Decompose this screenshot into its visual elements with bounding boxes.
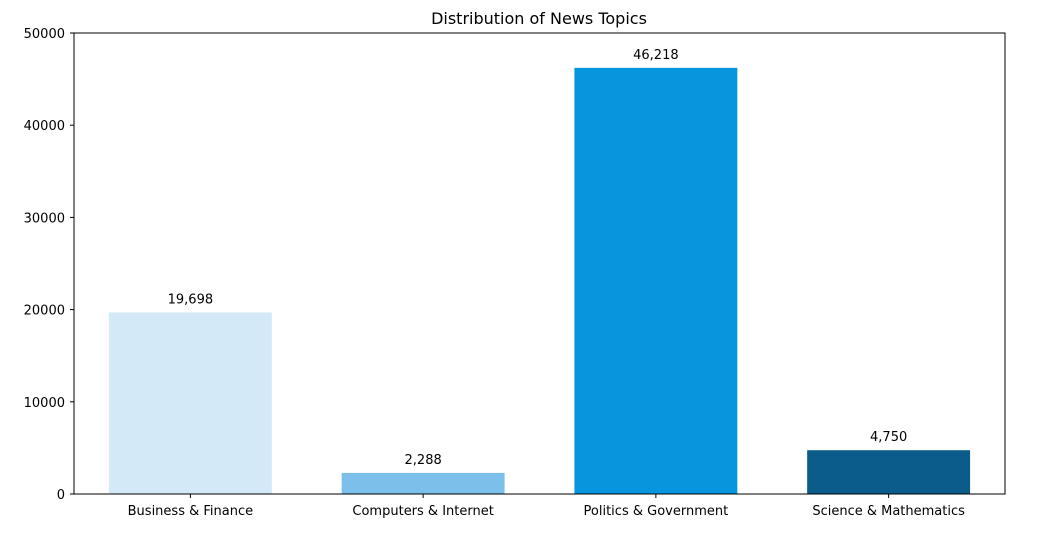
- y-tick-label-4: 40000: [24, 119, 65, 134]
- bars-layer: 19,698 2,288 46,218 4,750: [108, 48, 971, 494]
- value-label-1: 2,288: [405, 453, 442, 468]
- y-tick-label-3: 30000: [24, 211, 65, 226]
- value-label-3: 4,750: [870, 430, 907, 445]
- y-tick-label-2: 20000: [24, 304, 65, 319]
- y-tick-label-5: 50000: [24, 27, 65, 42]
- bar-1: [341, 472, 505, 494]
- plot-frame: [73, 32, 1006, 495]
- y-tick-label-0: 0: [57, 488, 65, 503]
- value-label-2: 46,218: [633, 48, 679, 63]
- bar-2: [574, 67, 738, 494]
- chart-title: Distribution of News Topics: [431, 9, 647, 28]
- x-tick-label-3: Science & Mathematics: [812, 504, 965, 519]
- y-tick-label-1: 10000: [24, 396, 65, 411]
- x-tick-label-0: Business & Finance: [128, 504, 253, 519]
- x-tick-label-1: Computers & Internet: [352, 504, 493, 519]
- bar-3: [807, 450, 971, 494]
- x-tick-label-2: Politics & Government: [584, 504, 729, 519]
- axes-layer: Business & Finance Computers & Internet Po…: [24, 27, 1006, 519]
- value-label-0: 19,698: [168, 292, 214, 307]
- bar-0: [108, 312, 272, 494]
